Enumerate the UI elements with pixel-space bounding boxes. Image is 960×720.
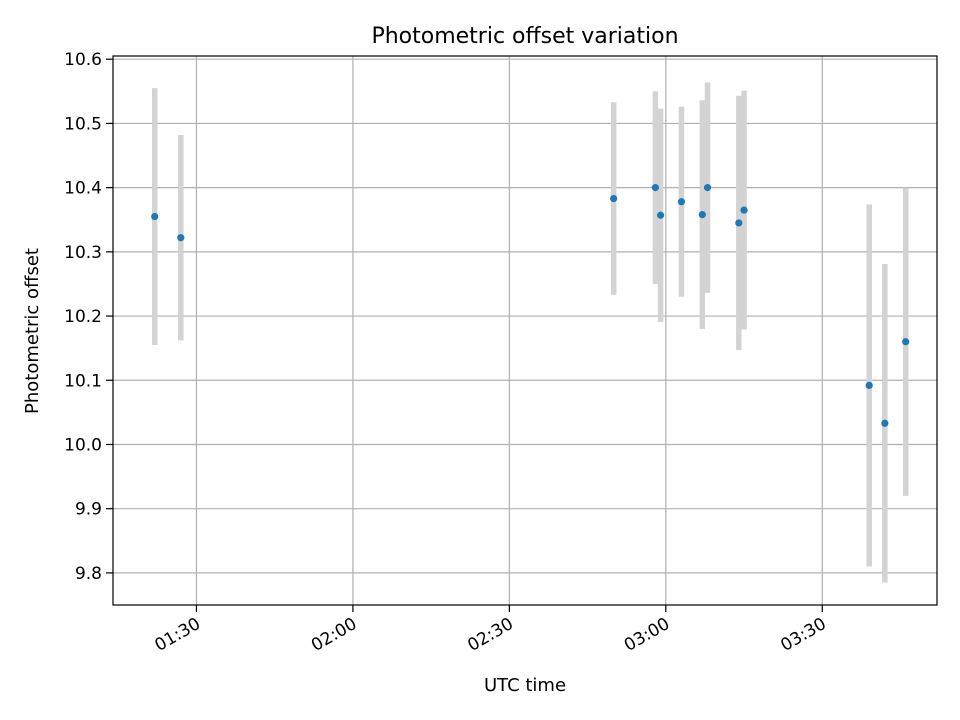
y-tick-label: 10.1 bbox=[64, 371, 102, 391]
x-tick-label: 01:30 bbox=[152, 614, 204, 656]
data-point bbox=[703, 184, 712, 192]
grid-lines bbox=[113, 56, 937, 605]
x-tick-label: 03:30 bbox=[777, 614, 829, 656]
y-tick-label: 10.3 bbox=[64, 243, 102, 263]
y-tick-label: 10.0 bbox=[64, 435, 102, 455]
y-tick-label: 9.8 bbox=[75, 564, 102, 584]
data-points bbox=[151, 184, 910, 427]
y-tick-label: 10.6 bbox=[64, 50, 102, 70]
data-point bbox=[656, 211, 665, 219]
x-tick-label: 03:00 bbox=[621, 614, 673, 656]
y-tick-label: 9.9 bbox=[75, 500, 102, 520]
y-tick-label: 10.5 bbox=[64, 114, 102, 134]
plot-frame bbox=[112, 55, 938, 606]
y-axis-ticks: 9.8 9.9 10.0 10.1 10.2 10.3 10.4 10.5 10.6 bbox=[64, 50, 113, 584]
data-point bbox=[881, 419, 889, 427]
error-bars bbox=[151, 82, 909, 583]
x-tick-label: 02:30 bbox=[464, 614, 516, 656]
data-point bbox=[902, 338, 910, 346]
x-tick-label: 02:00 bbox=[308, 614, 360, 656]
data-point bbox=[651, 184, 659, 192]
y-tick-label: 10.2 bbox=[64, 307, 102, 327]
data-point bbox=[151, 212, 159, 221]
x-axis-label: UTC time bbox=[484, 675, 566, 696]
y-tick-label: 10.4 bbox=[64, 179, 102, 199]
data-point bbox=[610, 194, 618, 203]
x-axis-ticks: 01:30 02:00 02:30 03:00 03:30 bbox=[152, 605, 830, 656]
data-point bbox=[677, 198, 686, 206]
data-point bbox=[698, 211, 706, 219]
data-point bbox=[865, 381, 873, 389]
data-point bbox=[177, 234, 185, 242]
data-point bbox=[740, 206, 748, 214]
data-point bbox=[735, 219, 743, 227]
chart-title: Photometric offset variation bbox=[371, 24, 678, 49]
y-axis-label: Photometric offset bbox=[22, 248, 43, 414]
